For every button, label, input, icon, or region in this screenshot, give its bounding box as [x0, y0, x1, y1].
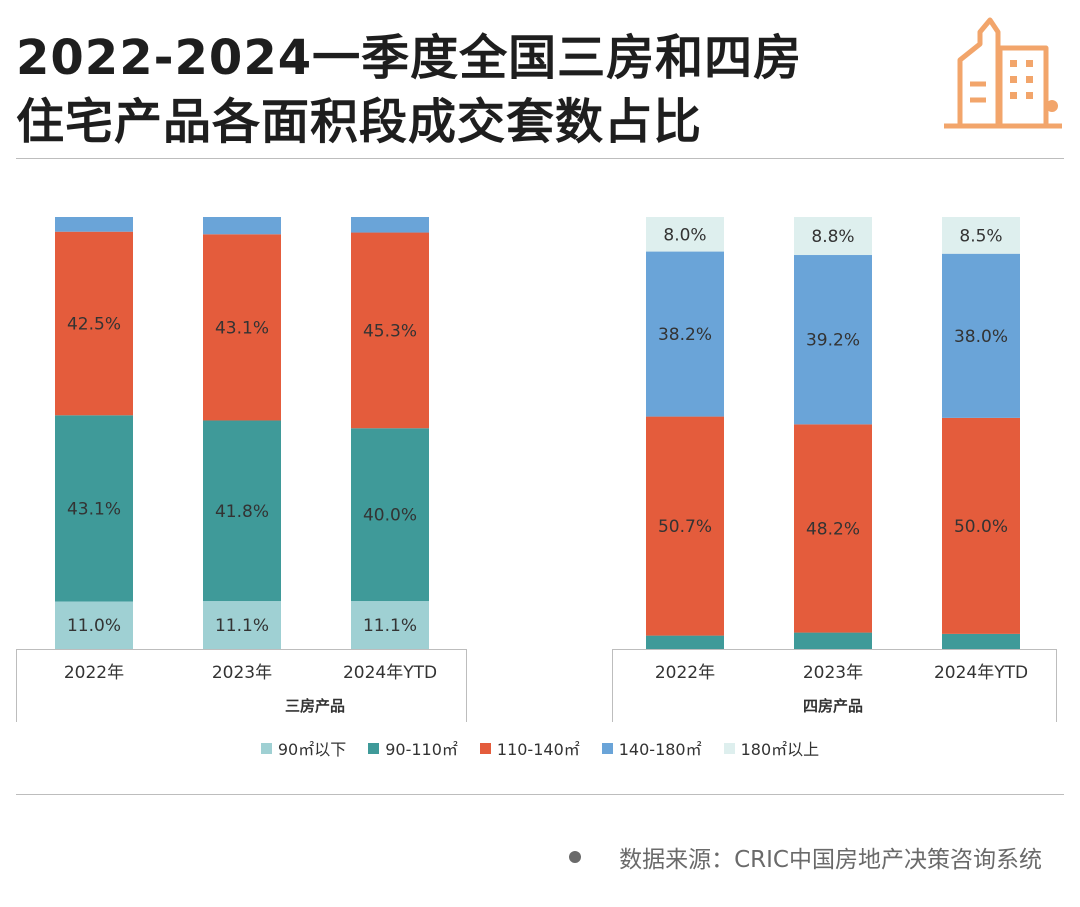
bullet-dot-icon: [569, 851, 582, 863]
group-label: 三房产品: [285, 697, 345, 715]
data-label: 50.0%: [954, 517, 1008, 537]
category-label: 2024年YTD: [934, 663, 1028, 683]
source-note: 数据来源：CRIC中国房地产决策咨询系统: [569, 840, 1042, 874]
data-label: 50.7%: [658, 517, 712, 537]
chart-legend: 90㎡以下 90-110㎡ 110-140㎡ 140-180㎡ 180㎡以上: [0, 736, 1080, 760]
category-label: 2024年YTD: [343, 663, 437, 683]
bar-segment-below90: [203, 601, 281, 649]
bar-segment-140-180: [942, 253, 1020, 418]
data-label: 8.8%: [811, 227, 854, 247]
legend-label: 90㎡以下: [277, 740, 347, 759]
legend-label: 110-140㎡: [496, 740, 580, 759]
data-label: 43.1%: [215, 318, 269, 338]
legend-swatch: [260, 742, 272, 754]
bar-segment-above180: [942, 217, 1020, 254]
bar-segment-90-110: [646, 635, 724, 649]
bar-segment-110-140: [942, 417, 1020, 634]
source-text: 数据来源：CRIC中国房地产决策咨询系统: [619, 847, 1042, 873]
legend-label: 140-180㎡: [618, 740, 702, 759]
building-logo-icon: [944, 17, 1062, 129]
bar-segment-140-180: [203, 217, 281, 235]
legend-item-110-140: 110-140㎡: [479, 736, 580, 760]
chart-title-line-2: 住宅产品各面积段成交套数占比: [16, 94, 703, 150]
data-label: 38.0%: [954, 327, 1008, 347]
group-label: 四房产品: [803, 697, 863, 715]
chart-title-line-1: 2022-2024一季度全国三房和四房: [16, 30, 803, 86]
bar-segment-140-180: [646, 251, 724, 417]
category-label: 2023年: [212, 663, 272, 683]
legend-swatch: [479, 742, 491, 754]
data-label: 11.1%: [363, 616, 417, 636]
bar-segment-above180: [646, 217, 724, 252]
data-label: 43.1%: [67, 499, 121, 519]
data-label: 38.2%: [658, 325, 712, 345]
bar-segment-90-110: [942, 633, 1020, 649]
data-label: 11.0%: [67, 616, 121, 636]
data-label: 40.0%: [363, 506, 417, 526]
bar-segment-110-140: [203, 234, 281, 421]
stacked-bar-chart: 11.0% 43.1% 42.5% 2022年 11.1% 41.8% 43.1% 2023年…: [16, 217, 1057, 722]
bar-segment-above180: [794, 217, 872, 256]
legend-item-90-110: 90-110㎡: [368, 736, 458, 760]
bar-segment-110-140: [646, 416, 724, 636]
legend-swatch: [723, 742, 735, 754]
bar-segment-90-110: [203, 420, 281, 602]
category-label: 2023年: [803, 663, 863, 683]
title-divider: [16, 158, 1064, 159]
bar-segment-110-140: [794, 424, 872, 633]
bar-segment-below90: [351, 601, 429, 649]
category-label: 2022年: [64, 663, 124, 683]
data-label: 42.5%: [67, 314, 121, 334]
bar-segment-below90: [55, 601, 133, 649]
legend-item-below90: 90㎡以下: [260, 736, 347, 760]
legend-item-above180: 180㎡以上: [723, 736, 820, 760]
legend-swatch: [368, 742, 380, 754]
legend-label: 90-110㎡: [385, 740, 458, 759]
bar-segment-90-110: [55, 415, 133, 602]
data-label: 48.2%: [806, 519, 860, 539]
category-label: 2022年: [655, 663, 715, 683]
bar-segment-140-180: [351, 217, 429, 233]
legend-item-140-180: 140-180㎡: [601, 736, 702, 760]
bar-segment-140-180: [55, 217, 133, 232]
bar-segment-90-110: [351, 428, 429, 602]
legend-label: 180㎡以上: [740, 740, 820, 759]
bar-segment-110-140: [55, 231, 133, 416]
legend-swatch: [601, 742, 613, 754]
data-label: 41.8%: [215, 502, 269, 522]
bar-segment-90-110: [794, 632, 872, 649]
data-label: 8.0%: [663, 225, 706, 245]
data-label: 8.5%: [959, 226, 1002, 246]
bar-segment-110-140: [351, 232, 429, 429]
data-label: 11.1%: [215, 616, 269, 636]
data-label: 39.2%: [806, 331, 860, 351]
footer-divider: [16, 794, 1064, 795]
bar-segment-140-180: [794, 255, 872, 425]
data-label: 45.3%: [363, 321, 417, 341]
